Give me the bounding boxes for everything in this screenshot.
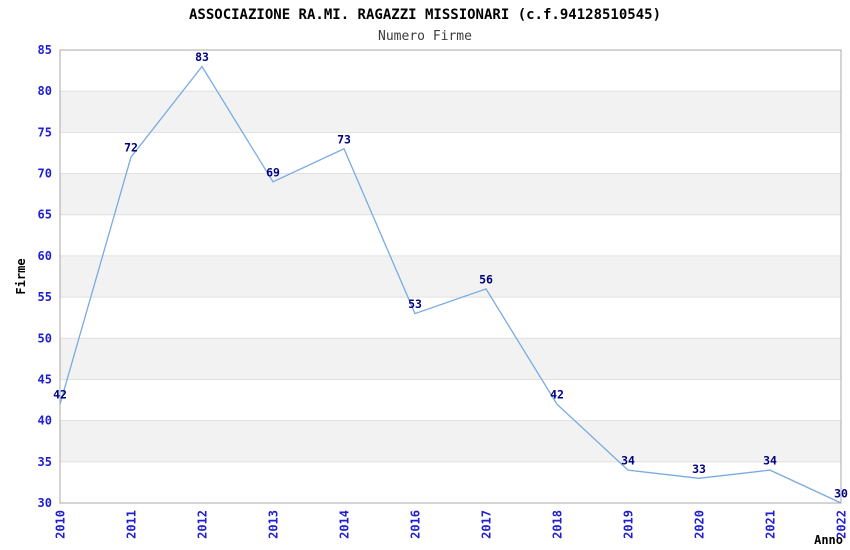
x-axis-label: Anno: [814, 533, 843, 547]
x-tick-label: 2011: [125, 510, 139, 539]
point-value-label: 73: [337, 132, 351, 146]
shade-band: [60, 420, 841, 462]
x-tick-label: 2013: [267, 510, 281, 539]
y-tick-label: 85: [38, 43, 52, 57]
point-value-label: 34: [621, 454, 635, 468]
x-tick-label: 2018: [551, 510, 565, 539]
y-tick-label: 50: [38, 331, 52, 345]
x-tick-label: 2016: [409, 510, 423, 539]
y-tick-label: 60: [38, 249, 52, 263]
chart-title: ASSOCIAZIONE RA.MI. RAGAZZI MISSIONARI (…: [189, 7, 661, 23]
x-tick-label: 2020: [693, 510, 707, 539]
y-tick-label: 75: [38, 125, 52, 139]
point-value-label: 34: [763, 454, 777, 468]
y-tick-label: 45: [38, 373, 52, 387]
shade-band: [60, 338, 841, 380]
x-tick-label: 2019: [622, 510, 636, 539]
x-tick-label: 2022: [835, 510, 849, 539]
y-axis-tick-labels: 30 35 40 45 50 55 60 65 70 75 80 85: [38, 43, 52, 510]
gridline-layer: [60, 90, 841, 463]
point-value-label: 42: [550, 388, 564, 402]
point-value-label: 83: [195, 50, 209, 64]
shade-band: [60, 91, 841, 133]
series-line: [59, 65, 842, 504]
point-value-label: 33: [692, 462, 706, 476]
plot-border: [59, 49, 842, 504]
y-tick-label: 55: [38, 290, 52, 304]
band-layer: [60, 91, 841, 462]
y-tick-label: 65: [38, 208, 52, 222]
y-tick-label: 40: [38, 414, 52, 428]
x-tick-label: 2021: [764, 510, 778, 539]
y-axis-label: Firme: [14, 258, 28, 294]
y-tick-label: 35: [38, 455, 52, 469]
point-value-label: 72: [124, 141, 138, 155]
y-tick-label: 30: [38, 496, 52, 510]
chart-subtitle: Numero Firme: [378, 29, 472, 44]
point-value-label: 56: [479, 272, 493, 286]
x-tick-label: 2010: [54, 510, 68, 539]
y-tick-label: 80: [38, 84, 52, 98]
y-tick-label: 70: [38, 167, 52, 181]
point-label-layer: 42 72 83 69 73 53 56 42 34 33 34 30: [53, 50, 848, 501]
x-tick-label: 2017: [480, 510, 494, 539]
shade-band: [60, 173, 841, 215]
point-value-label: 42: [53, 388, 67, 402]
point-value-label: 30: [834, 487, 848, 501]
point-value-label: 69: [266, 165, 280, 179]
x-tick-label: 2014: [338, 510, 352, 539]
point-value-label: 53: [408, 297, 422, 311]
shade-band: [60, 255, 841, 298]
x-tick-label: 2012: [196, 510, 210, 539]
x-axis-tick-labels: 2010 2011 2012 2013 2014 2016 2017 2018 2019 2020…: [54, 510, 849, 539]
